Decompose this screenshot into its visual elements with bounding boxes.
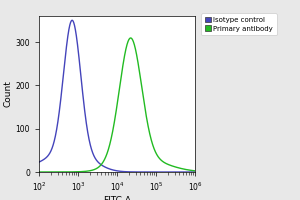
Legend: Isotype control, Primary antibody: Isotype control, Primary antibody xyxy=(202,13,277,35)
Y-axis label: Count: Count xyxy=(4,81,13,107)
X-axis label: FITC-A: FITC-A xyxy=(103,196,131,200)
